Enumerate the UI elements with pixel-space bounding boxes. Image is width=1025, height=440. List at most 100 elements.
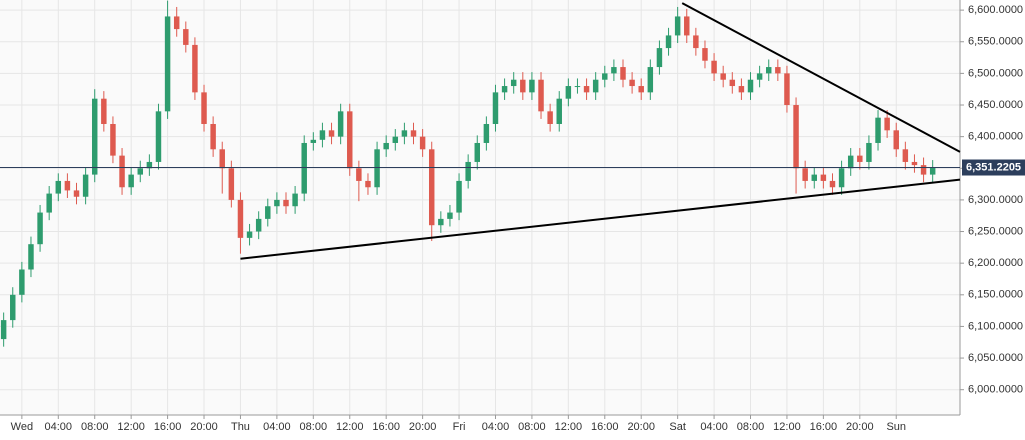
candle-body xyxy=(173,16,180,30)
candle-body xyxy=(611,67,617,74)
candle-body xyxy=(565,86,572,99)
candle-body xyxy=(55,180,62,194)
candle-body xyxy=(756,73,763,80)
y-tick-label: 6,200.0000 xyxy=(968,257,1023,269)
x-tick-label: 16:00 xyxy=(372,421,400,433)
x-tick-label: Thu xyxy=(231,421,250,433)
candle-body xyxy=(665,35,672,49)
candle-body xyxy=(547,111,553,124)
candle-body xyxy=(820,174,827,181)
x-tick-label: 16:00 xyxy=(154,421,182,433)
trendline xyxy=(240,178,961,260)
candle-body xyxy=(192,44,198,93)
candle-body xyxy=(64,180,71,191)
candle-body xyxy=(19,269,25,295)
candle-body xyxy=(793,105,799,169)
candle-body xyxy=(811,174,818,181)
candle-body xyxy=(365,180,371,188)
candle-body xyxy=(629,79,635,87)
x-tick-label: 08:00 xyxy=(518,421,546,433)
candle-body xyxy=(428,149,435,226)
x-tick-label: 20:00 xyxy=(409,421,437,433)
candle-body xyxy=(510,79,517,87)
candle-body xyxy=(602,73,608,80)
candle-body xyxy=(101,98,107,124)
candle-body xyxy=(73,190,80,197)
candle-body xyxy=(857,155,863,162)
candle-body xyxy=(292,193,298,207)
y-tick-label: 6,450.0000 xyxy=(968,99,1023,111)
candle-body xyxy=(246,231,253,238)
x-tick-label: 20:00 xyxy=(846,421,874,433)
candle-body xyxy=(583,86,590,93)
candle-body xyxy=(155,111,162,162)
x-tick-label: 04:00 xyxy=(482,421,510,433)
candle-body xyxy=(10,294,16,321)
candle-body xyxy=(893,130,899,150)
y-tick-label: 6,600.0000 xyxy=(968,4,1023,16)
candle-body xyxy=(729,79,736,87)
candle-body xyxy=(847,155,854,169)
candle-body xyxy=(838,168,845,188)
candle-body xyxy=(265,206,271,219)
candle-body xyxy=(137,168,143,175)
candle-body xyxy=(283,199,289,207)
candle-body xyxy=(747,79,754,93)
candle-body xyxy=(684,16,690,36)
candle-body xyxy=(929,167,936,175)
candle-body xyxy=(829,180,836,188)
candle-body xyxy=(902,149,909,162)
x-tick-label: Sat xyxy=(669,421,686,433)
x-tick-label: 12:00 xyxy=(117,421,145,433)
x-tick-label: 08:00 xyxy=(81,421,109,433)
candle-body xyxy=(164,16,171,112)
candle-body xyxy=(0,320,7,340)
candle-body xyxy=(419,136,426,150)
y-tick-label: 6,300.0000 xyxy=(968,194,1023,206)
candle-body xyxy=(337,111,344,137)
candle-body xyxy=(802,168,808,181)
x-tick-label: Sun xyxy=(886,421,906,433)
candle-body xyxy=(201,92,207,124)
candle-body xyxy=(82,174,89,197)
x-tick-label: 08:00 xyxy=(300,421,328,433)
current-price-label: 6,351.2205 xyxy=(966,161,1021,173)
candle-body xyxy=(237,199,244,238)
candle-body xyxy=(28,244,34,270)
candle-body xyxy=(392,136,399,143)
y-tick-label: 6,500.0000 xyxy=(968,67,1023,79)
candle-body xyxy=(638,86,644,93)
candle-body xyxy=(920,165,927,175)
candle-body xyxy=(228,168,235,200)
x-tick-label: 04:00 xyxy=(263,421,291,433)
y-tick-label: 6,000.0000 xyxy=(968,384,1023,396)
candle-body xyxy=(592,79,599,93)
candle-body xyxy=(37,212,43,245)
candle-body xyxy=(410,130,417,137)
candle-body xyxy=(884,117,890,131)
candle-body xyxy=(556,98,562,124)
candle-body xyxy=(520,79,526,93)
x-tick-label: 12:00 xyxy=(555,421,583,433)
x-tick-label: 12:00 xyxy=(336,421,364,433)
candle-body xyxy=(183,29,189,45)
candle-body xyxy=(301,142,307,194)
x-tick-label: Wed xyxy=(11,421,33,433)
candle-body xyxy=(255,218,262,232)
x-tick-label: 16:00 xyxy=(810,421,838,433)
candle-body xyxy=(274,199,280,207)
candle-body xyxy=(911,161,918,166)
candle-body xyxy=(702,48,708,61)
candle-body xyxy=(474,142,480,162)
candle-body xyxy=(483,123,490,143)
candle-body xyxy=(501,86,508,93)
y-tick-label: 6,100.0000 xyxy=(968,320,1023,332)
candle-body xyxy=(693,35,699,49)
candle-body xyxy=(447,212,453,219)
candle-body xyxy=(765,67,772,74)
candle-body xyxy=(110,123,116,156)
x-tick-label: 20:00 xyxy=(190,421,218,433)
candle-body xyxy=(492,92,499,124)
candle-body xyxy=(738,86,745,93)
candle-body xyxy=(310,139,317,143)
